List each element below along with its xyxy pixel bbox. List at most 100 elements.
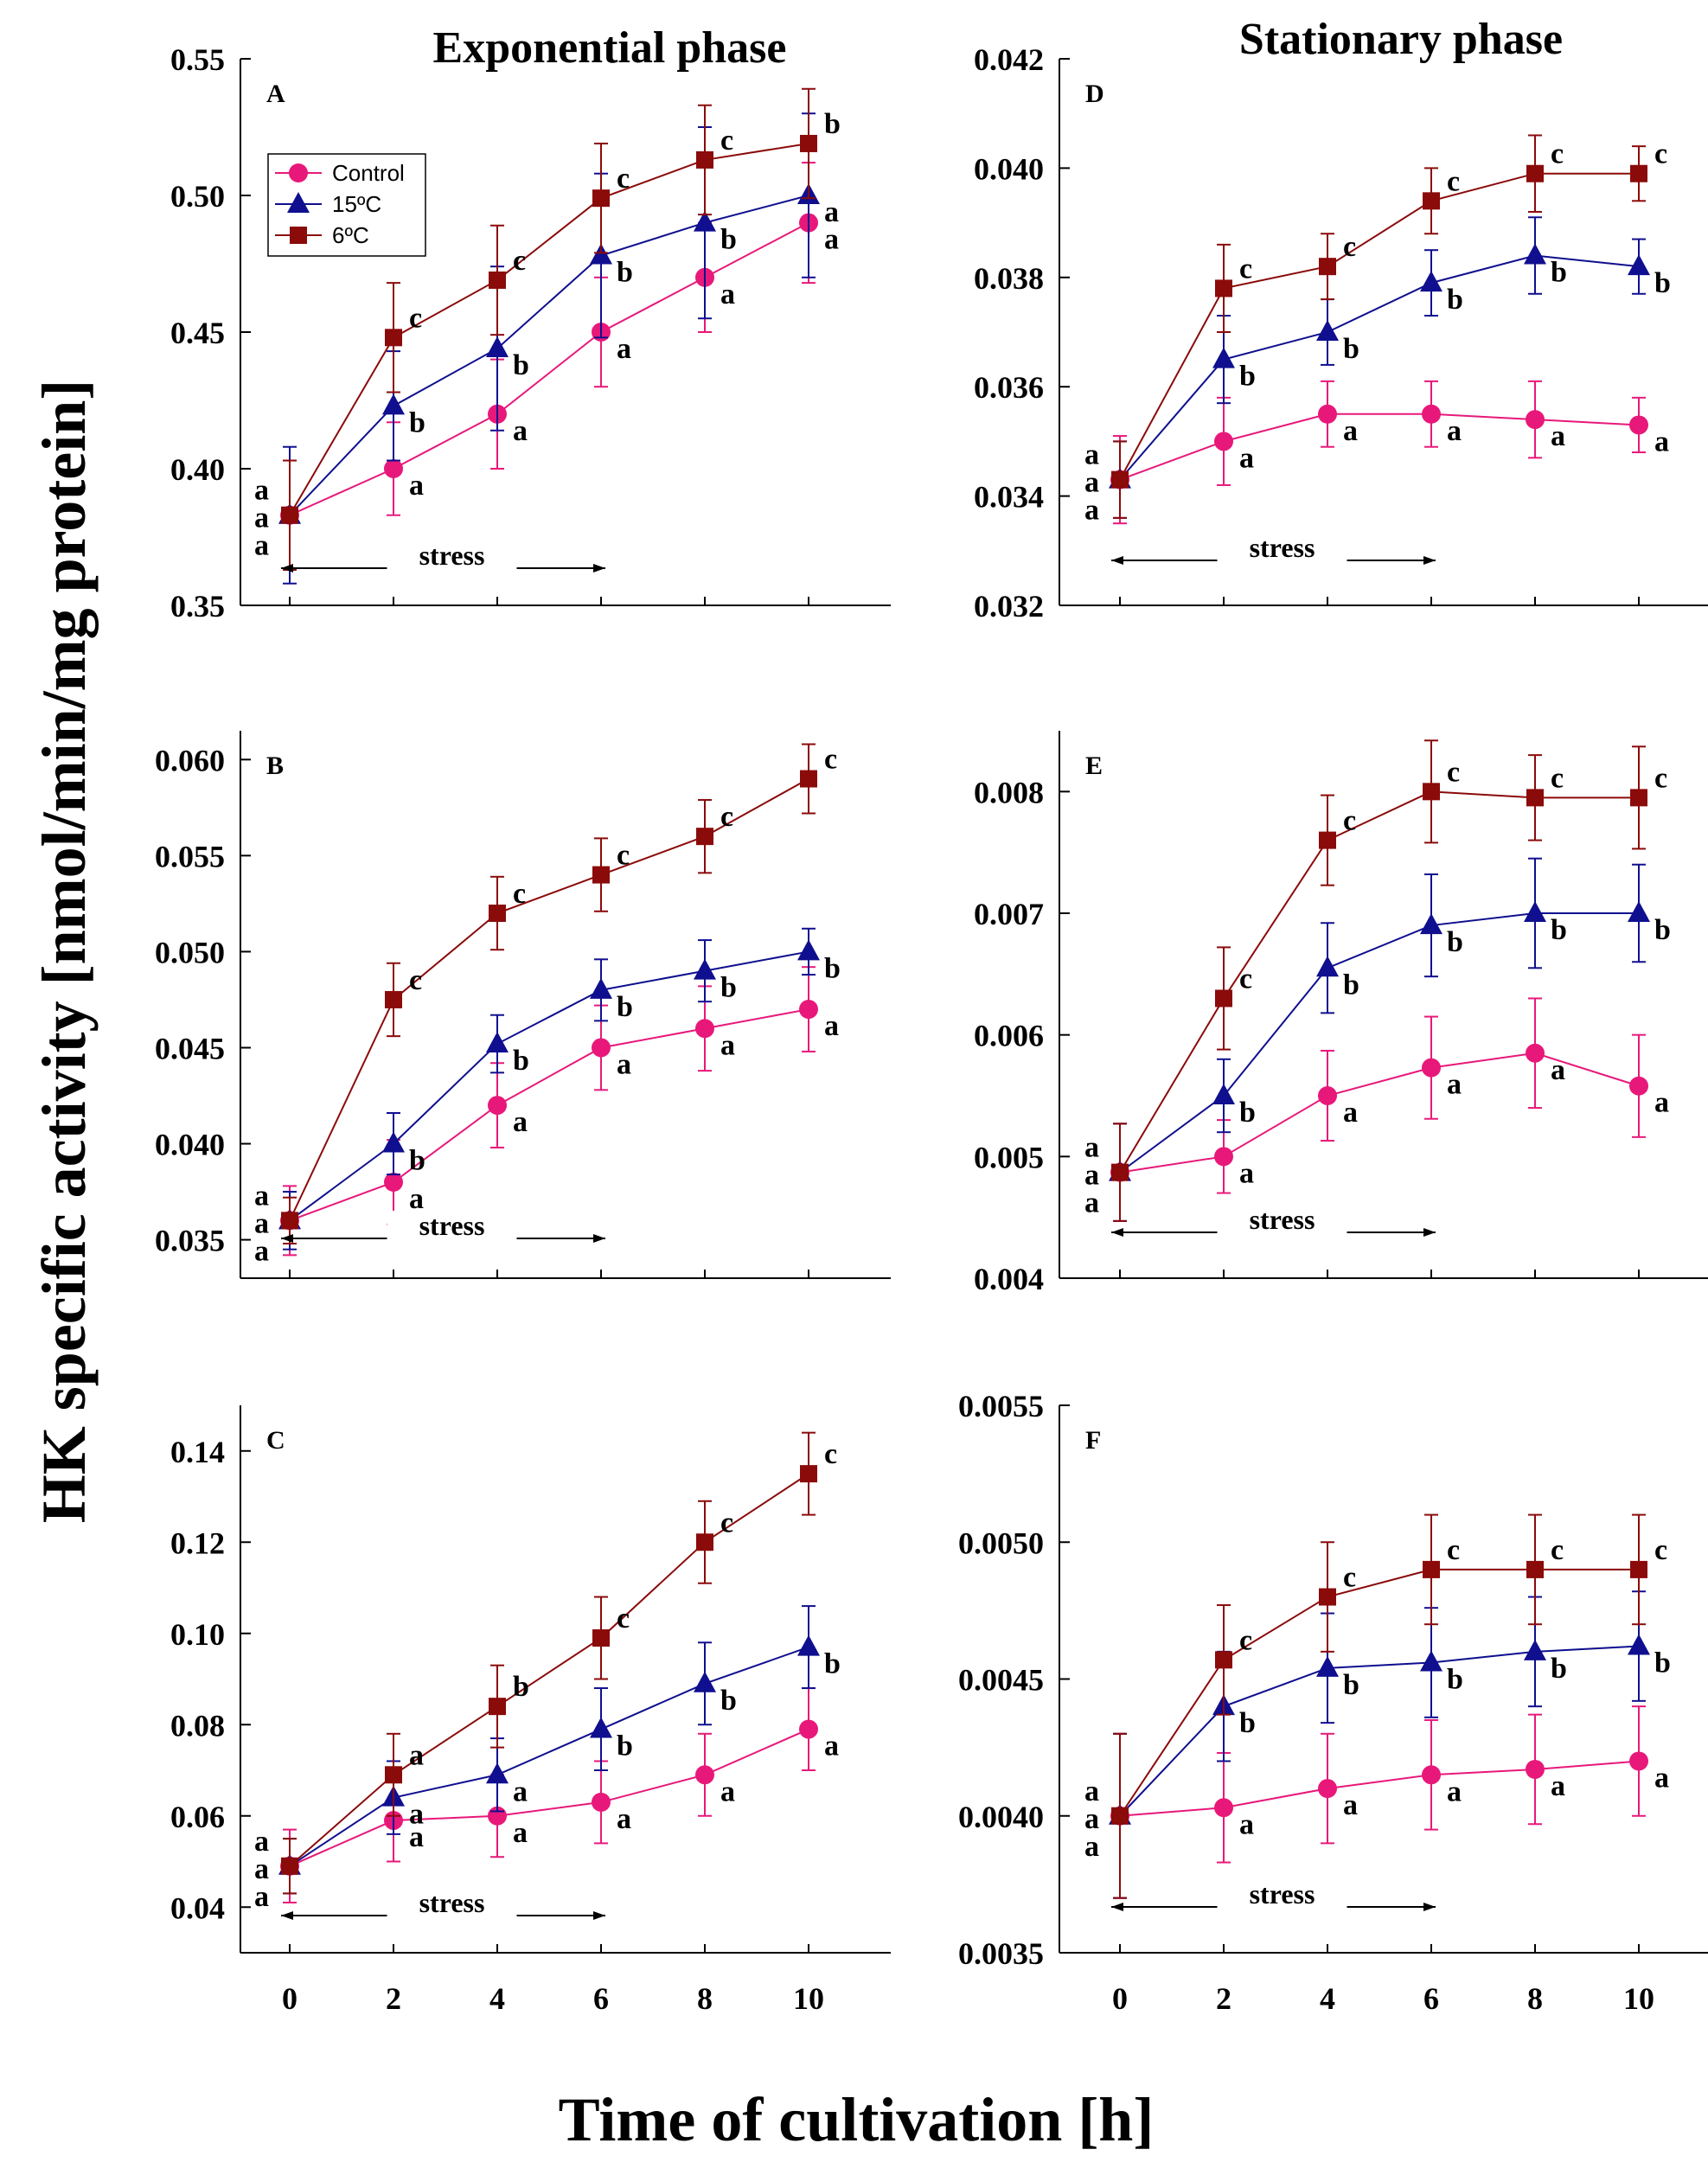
stress-arrow-head-left bbox=[281, 1911, 293, 1920]
significance-letter: c bbox=[1654, 138, 1667, 170]
series-6c: a c c c c b bbox=[254, 87, 841, 571]
stress-arrow-head-left bbox=[1111, 1228, 1123, 1237]
data-point bbox=[1423, 1560, 1440, 1578]
x-tick-label: 6 bbox=[593, 1981, 609, 2016]
y-tick-label: 0.0045 bbox=[958, 1663, 1044, 1698]
series-line bbox=[289, 1728, 809, 1867]
data-point bbox=[384, 1172, 403, 1192]
significance-letter: a bbox=[617, 1803, 631, 1835]
data-point bbox=[694, 1671, 716, 1692]
series-line bbox=[1119, 413, 1640, 481]
data-point bbox=[800, 770, 817, 788]
y-tick-label: 0.0040 bbox=[958, 1800, 1044, 1834]
x-tick-label: 10 bbox=[1623, 1981, 1654, 2016]
data-point bbox=[1630, 164, 1647, 182]
significance-letter: a bbox=[1084, 1831, 1099, 1863]
data-point bbox=[1526, 1043, 1545, 1063]
significance-letter: a bbox=[1654, 1087, 1669, 1119]
panel-letter: F bbox=[1085, 1426, 1101, 1455]
significance-letter: c bbox=[409, 302, 422, 334]
data-point bbox=[590, 1717, 612, 1738]
y-tick-label: 0.40 bbox=[170, 452, 225, 487]
series-6c: a c c c c c bbox=[1084, 134, 1667, 527]
series-line bbox=[1119, 172, 1639, 481]
data-point bbox=[1422, 1058, 1441, 1078]
series-15c: a b b b b b bbox=[1084, 216, 1671, 519]
significance-letter: a bbox=[409, 470, 424, 502]
series-line bbox=[1119, 254, 1640, 481]
significance-letter: a bbox=[1447, 1775, 1462, 1807]
x-axis-label: Time of cultivation [h] bbox=[559, 2085, 1155, 2154]
x-tick-label: 2 bbox=[1216, 1981, 1231, 2016]
data-point bbox=[1526, 164, 1544, 182]
series-line bbox=[289, 777, 809, 1221]
stress-arrow-head-left bbox=[1111, 556, 1123, 565]
series-line bbox=[289, 1473, 809, 1867]
panel-letter: A bbox=[266, 80, 285, 108]
y-tick-label: 0.04 bbox=[170, 1890, 225, 1925]
significance-letter: c bbox=[1447, 1534, 1460, 1566]
stress-label: stress bbox=[1250, 1878, 1315, 1910]
data-point bbox=[592, 1792, 611, 1812]
significance-letter: a bbox=[513, 1817, 528, 1849]
significance-letter: a bbox=[1084, 439, 1099, 471]
y-tick-label: 0.35 bbox=[170, 589, 225, 624]
stress-label-bg bbox=[1217, 533, 1347, 562]
y-tick-label: 0.06 bbox=[170, 1800, 225, 1834]
data-point bbox=[797, 939, 820, 961]
data-point bbox=[1524, 901, 1546, 922]
stress-label-bg bbox=[387, 1211, 517, 1240]
significance-letter: a bbox=[254, 1180, 269, 1212]
significance-letter: a bbox=[254, 1853, 269, 1885]
data-point bbox=[592, 866, 610, 884]
y-tick-label: 0.040 bbox=[155, 1128, 225, 1162]
y-tick-label: 0.034 bbox=[974, 480, 1044, 515]
data-point bbox=[382, 1131, 405, 1153]
data-point bbox=[385, 1766, 402, 1784]
significance-letter: c bbox=[1654, 762, 1667, 794]
significance-letter: a bbox=[1551, 1054, 1565, 1086]
data-point bbox=[1420, 1650, 1443, 1672]
data-point bbox=[1524, 243, 1546, 265]
stress-arrow-head-left bbox=[1111, 1903, 1123, 1911]
panel-letter: B bbox=[266, 752, 284, 780]
y-tick-label: 0.008 bbox=[974, 775, 1044, 809]
y-tick-label: 0.14 bbox=[170, 1435, 225, 1469]
y-tick-label: 0.0035 bbox=[958, 1936, 1044, 1971]
y-tick-label: 0.007 bbox=[974, 897, 1044, 931]
data-point bbox=[1318, 1779, 1337, 1799]
data-point bbox=[1629, 415, 1648, 435]
significance-letter: b bbox=[824, 952, 841, 984]
significance-letter: a bbox=[824, 1730, 839, 1762]
y-tick-label: 0.0050 bbox=[958, 1526, 1044, 1560]
series-line bbox=[1119, 1568, 1639, 1817]
significance-letter: c bbox=[617, 840, 630, 872]
series-6c: a c c c c c bbox=[254, 744, 837, 1268]
series-line bbox=[289, 221, 809, 516]
significance-letter: a bbox=[513, 415, 528, 447]
data-point bbox=[486, 1032, 509, 1053]
data-point bbox=[1526, 1560, 1544, 1578]
data-point bbox=[1526, 410, 1545, 430]
series-6c: a c c c c c bbox=[1084, 739, 1667, 1222]
data-point bbox=[489, 271, 506, 289]
significance-letter: a bbox=[1084, 1803, 1099, 1835]
stress-label-bg bbox=[387, 1888, 517, 1917]
significance-letter: a bbox=[1084, 495, 1099, 527]
significance-letter: b bbox=[824, 108, 841, 140]
series-line bbox=[1119, 912, 1639, 1174]
significance-letter: c bbox=[720, 1507, 733, 1538]
x-tick-label: 8 bbox=[1527, 1981, 1543, 2016]
significance-letter: c bbox=[720, 125, 733, 157]
data-point bbox=[382, 393, 405, 415]
significance-letter: b bbox=[1343, 969, 1359, 1001]
significance-letter: a bbox=[1084, 1160, 1099, 1192]
significance-letter: a bbox=[1654, 1762, 1669, 1794]
y-tick-label: 0.55 bbox=[170, 42, 225, 77]
significance-letter: b bbox=[513, 1671, 529, 1703]
data-point bbox=[1630, 1560, 1647, 1578]
